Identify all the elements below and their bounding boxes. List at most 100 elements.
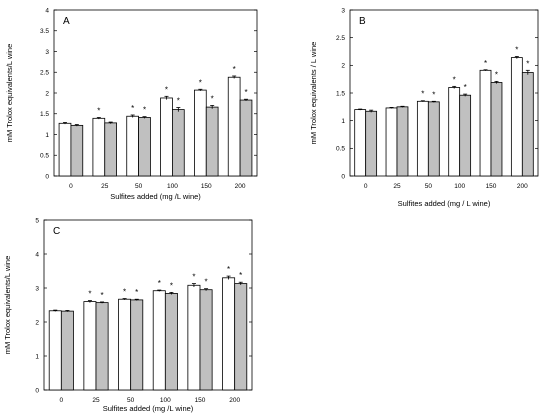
panel-c-bar <box>222 277 236 391</box>
panel-b: 0 0.5 1 1.5 2 2.5 3 0 25 50 * * 100 * * 150 * * 200 * * BmM T… <box>309 7 539 208</box>
panel-c-bar <box>164 293 178 391</box>
panel-b-plot-frame <box>349 9 539 177</box>
panel-a-bar <box>160 97 173 177</box>
panel-a-y-tick-label: 0 <box>45 173 49 180</box>
panel-c-x-tick-label: 25 <box>92 397 100 404</box>
panel-a-bar <box>104 122 117 177</box>
panel-a-bar <box>138 117 151 177</box>
panel-a-bar <box>58 122 72 177</box>
panel-a: 0 0.5 1 1.5 2 2.5 3 3.5 4 0 25 * 50 * * 100 * * 150 * * 200 * *… <box>5 7 258 201</box>
panel-c-significance-mark: * <box>205 278 208 287</box>
panel-c-y-tick-label: 3 <box>35 285 39 292</box>
panel-b-y-tick-label: 1.5 <box>336 90 345 97</box>
panel-c-bar <box>83 301 97 391</box>
panel-a-y-tick-label: 0.5 <box>40 153 49 160</box>
panel-a-x-tick-label: 100 <box>167 183 178 190</box>
panel-b-significance-mark: * <box>421 90 424 99</box>
panel-a-bar <box>70 124 84 177</box>
panel-a-y-tick-label: 4 <box>45 7 49 14</box>
panel-c-y-tick-label: 5 <box>35 217 39 224</box>
panel-c-bar <box>234 283 248 391</box>
panel-b-bar <box>416 100 429 177</box>
panel-b-significance-mark: * <box>484 59 487 68</box>
panel-b-x-tick-label: 25 <box>393 183 401 190</box>
panel-c-bar <box>60 310 74 391</box>
panel-a-x-tick-label: 150 <box>201 183 212 190</box>
panel-a-x-tick-label: 200 <box>235 183 246 190</box>
panel-a-y-tick-label: 2 <box>45 90 49 97</box>
panel-c-y-tick-label: 1 <box>35 353 39 360</box>
panel-c-bar <box>199 289 213 391</box>
panel-a-x-tick-label: 50 <box>135 183 143 190</box>
panel-a-y-tick-label: 1.5 <box>40 111 49 118</box>
panel-b-significance-mark: * <box>453 75 456 84</box>
panel-b-y-tick-label: 2.5 <box>336 35 345 42</box>
panel-b-y-tick-label: 0 <box>341 173 345 180</box>
panel-b-x-tick-label: 100 <box>454 183 465 190</box>
panel-c-bar <box>48 310 62 391</box>
panel-b-bar <box>490 82 503 177</box>
panel-c-y-tick-label: 2 <box>35 319 39 326</box>
panel-b-letter: B <box>359 16 366 27</box>
panel-b-bar <box>510 57 523 177</box>
panel-b-x-axis-title: Sulfites added (mg / L wine) <box>398 199 491 208</box>
panel-a-y-axis-title: mM Trolox equivalents/L wine <box>5 44 14 143</box>
panel-a-significance-mark: * <box>97 106 100 115</box>
panel-a-significance-mark: * <box>165 85 168 94</box>
panel-a-x-tick-label: 0 <box>69 183 73 190</box>
panel-b-x-tick-label: 200 <box>517 183 528 190</box>
panel-a-significance-mark: * <box>143 106 146 115</box>
panel-c-bar <box>130 299 144 391</box>
panel-c-significance-mark: * <box>123 288 126 297</box>
panel-c-x-tick-label: 50 <box>127 397 135 404</box>
panel-c-x-tick-label: 150 <box>195 397 206 404</box>
panel-b-x-tick-label: 150 <box>486 183 497 190</box>
panel-c-significance-mark: * <box>192 273 195 282</box>
panel-a-bar <box>239 99 253 177</box>
panel-c-x-tick-label: 100 <box>160 397 171 404</box>
panel-c-x-axis-title: Sulfites added (mg /L wine) <box>103 404 194 413</box>
panel-c-significance-mark: * <box>239 271 242 280</box>
panel-b-bar <box>448 87 461 177</box>
panel-c-bar <box>118 298 132 391</box>
panel-c-y-tick-label: 4 <box>35 251 39 258</box>
panel-a-significance-mark: * <box>177 97 180 106</box>
panel-b-significance-mark: * <box>515 45 518 54</box>
panel-a-bar <box>126 115 139 177</box>
panel-c-plot-frame <box>43 219 253 391</box>
panel-b-x-tick-label: 50 <box>425 183 433 190</box>
panel-a-significance-mark: * <box>131 104 134 113</box>
panel-c-significance-mark: * <box>101 291 104 300</box>
panel-c-y-axis-title: mM Trolox equivalents/L wine <box>3 256 12 355</box>
panel-b-bar <box>521 72 534 177</box>
panel-a-x-tick-label: 25 <box>101 183 109 190</box>
panel-b-significance-mark: * <box>526 59 529 68</box>
panel-c-significance-mark: * <box>170 281 173 290</box>
panel-b-bar <box>396 106 409 177</box>
panel-c-x-tick-label: 200 <box>229 397 240 404</box>
panel-a-significance-mark: * <box>244 88 247 97</box>
panel-a-y-tick-label: 3 <box>45 49 49 56</box>
panel-c-significance-mark: * <box>88 290 91 299</box>
panel-c-x-tick-label: 0 <box>60 397 64 404</box>
panel-b-bar <box>479 69 492 177</box>
panel-a-y-tick-label: 2.5 <box>40 70 49 77</box>
panel-a-significance-mark: * <box>233 65 236 74</box>
panel-b-significance-mark: * <box>495 70 498 79</box>
panel-c-significance-mark: * <box>158 279 161 288</box>
panel-c-significance-mark: * <box>227 265 230 274</box>
panel-a-x-axis-title: Sulfites added (mg /L wine) <box>110 192 201 201</box>
panel-c-bar <box>95 302 109 391</box>
panel-a-bar <box>92 117 106 177</box>
panel-b-bar <box>385 107 398 177</box>
panel-a-y-tick-label: 3.5 <box>40 28 49 35</box>
panel-a-bar <box>172 109 185 177</box>
panel-b-significance-mark: * <box>464 83 467 92</box>
panel-b-bar <box>365 110 378 177</box>
panel-b-bar <box>354 109 367 177</box>
panel-b-x-tick-label: 0 <box>364 183 368 190</box>
panel-b-y-axis-title: mM Trolox equivalents / L wine <box>309 42 318 145</box>
panel-c-bar <box>187 284 201 391</box>
panel-a-letter: A <box>63 16 70 27</box>
